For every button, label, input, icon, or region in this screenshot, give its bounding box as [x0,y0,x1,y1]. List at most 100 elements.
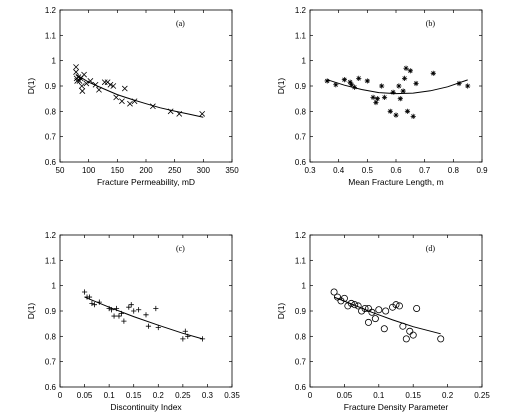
y-tick-label: 0.7 [45,133,57,142]
data-point [348,82,355,88]
data-point [387,108,393,114]
data-point [347,79,353,85]
y-tick-label: 1 [302,57,307,66]
data-point [107,81,114,88]
data-point [153,305,159,312]
data-point [406,327,414,335]
y-tick-label: 0.8 [45,107,57,116]
data-point [354,302,362,310]
plot-frame [309,234,483,388]
data-point [333,82,339,88]
x-tick-label: 150 [111,166,125,175]
data-point [91,302,97,308]
x-tick-label: 0.15 [126,391,142,400]
y-tick-label: 0.7 [295,133,307,142]
panel-label: (d) [426,244,436,253]
plot-frame [59,234,233,388]
data-point [393,112,399,118]
data-point [110,83,117,89]
y-tick-label: 1.1 [45,31,57,40]
data-point [73,64,79,70]
data-point [395,302,403,310]
data-point [407,68,413,74]
x-tick-label: 0.4 [333,166,345,175]
y-tick-label: 0.8 [295,107,307,116]
x-tick-label: 0.35 [224,391,240,400]
y-tick-label: 0.7 [295,358,307,367]
y-tick-label: 0.9 [45,82,57,91]
y-axis-label: D(1) [276,78,286,95]
data-point [145,323,152,329]
data-point [324,78,330,84]
y-axis-label: D(1) [26,78,36,95]
plot-frame [59,9,233,163]
x-tick-label: 200 [139,166,153,175]
data-point [74,78,81,84]
y-tick-label: 0.6 [45,158,57,167]
data-point [373,99,379,106]
x-tick-label: 0.9 [476,166,488,175]
x-tick-label: 0.6 [390,166,402,175]
x-tick-label: 0 [58,391,63,400]
data-point [361,304,369,312]
data-point [390,89,396,95]
data-point [79,88,86,94]
y-tick-label: 1.2 [295,6,307,15]
data-point [127,100,133,107]
x-tick-label: 0.15 [405,391,421,400]
fit-line [327,79,468,95]
data-point [109,307,115,313]
data-point [465,83,471,89]
chart-panel-c: 0 0.05 0.1 0.15 0.2 0.25 0.3 0.35 0.6 0.7 0.8 0.9 1 1… [26,231,240,412]
data-point [334,293,342,301]
data-point [101,79,108,86]
data-point [180,336,186,342]
data-point [128,302,134,308]
data-point [402,335,410,343]
x-tick-label: 350 [225,166,239,175]
data-point [347,299,355,307]
data-point [364,318,372,326]
data-point [410,113,416,119]
data-point [86,294,93,300]
x-tick-label: 0.1 [104,391,116,400]
data-point [382,307,390,315]
x-axis-label: Fracture Permeability, mD [97,177,195,187]
y-tick-label: 1.1 [45,256,57,265]
y-tick-label: 0.8 [45,332,57,341]
data-point [400,88,406,94]
y-tick-label: 1.2 [295,231,307,240]
data-point [121,85,128,92]
x-tick-label: 0.5 [362,166,374,175]
data-point [413,80,419,87]
data-point [404,108,411,114]
panel-label: (c) [176,244,185,253]
data-point [368,308,376,316]
data-point [364,304,372,312]
x-tick-label: 0.7 [419,166,431,175]
y-tick-label: 0.6 [295,383,307,392]
data-point [155,324,161,331]
x-tick-label: 0 [308,391,313,400]
data-point [402,75,408,81]
data-point [176,110,183,117]
data-point [106,305,112,312]
data-point [351,84,358,90]
data-point [341,77,347,83]
y-tick-label: 1 [52,57,57,66]
data-point [87,78,94,84]
data-point [375,306,383,314]
y-axis-label: D(1) [276,303,286,320]
x-tick-label: 0.3 [304,166,316,175]
x-axis-label: Discontinuity Index [110,402,182,412]
data-point [73,69,79,75]
data-point [116,313,122,319]
chart-panel-b: 0.3 0.4 0.5 0.6 0.7 0.8 0.9 0.6 0.7 0.8 0.9 1 1.1 1.2… [276,6,488,187]
y-tick-label: 0.8 [295,332,307,341]
y-tick-label: 1 [52,282,57,291]
data-point [96,299,102,305]
data-point [111,313,117,319]
x-tick-label: 0.05 [337,391,353,400]
data-point [413,304,421,312]
y-tick-label: 0.7 [45,358,57,367]
